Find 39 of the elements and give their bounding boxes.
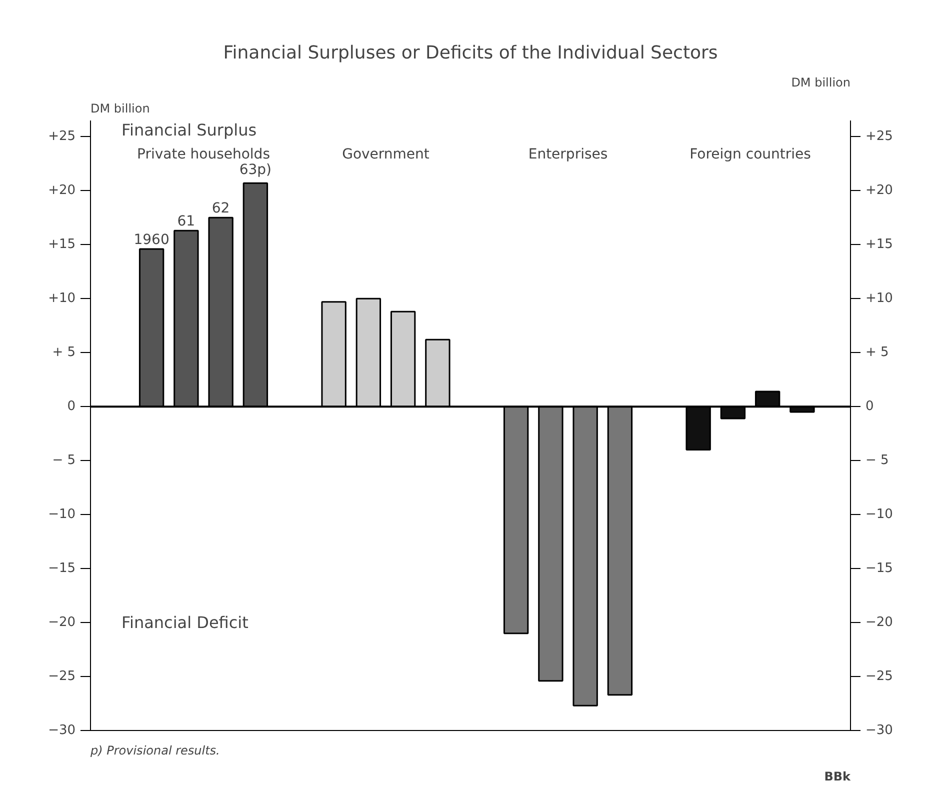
y2-tick-label: +15	[866, 237, 893, 252]
y2-tick-label: + 5	[866, 345, 889, 360]
y2-tick-label: − 5	[866, 453, 889, 468]
y-tick-label: −30	[48, 723, 76, 738]
annotation: Financial Surplus	[121, 120, 257, 140]
y2-tick-label: −15	[866, 561, 893, 576]
y2-axis-title: DM billion	[791, 76, 851, 90]
y2-tick-label: −25	[866, 669, 893, 684]
text: p) Provisional results.	[90, 744, 220, 758]
y-tick-label: +20	[48, 183, 76, 198]
x-tick-label: Foreign countries	[690, 146, 811, 162]
annotation: Financial Deficit	[121, 613, 248, 632]
y-tick-label: 0	[67, 399, 76, 414]
y-tick-label: +15	[48, 237, 76, 252]
x-tick-label: Enterprises	[528, 146, 608, 162]
chart-title: Financial Surpluses or Deficits of the Individual Sectors	[223, 42, 718, 64]
series-label: 61	[177, 214, 196, 230]
y-tick-label: −15	[48, 561, 76, 576]
series-label: 1960	[134, 232, 170, 248]
series-label: 62	[212, 200, 230, 217]
y-tick-label: − 5	[52, 453, 76, 468]
y-tick-label: +10	[48, 291, 76, 306]
x-tick-label: Government	[342, 146, 430, 162]
y2-tick-label: 0	[866, 399, 874, 414]
y2-tick-label: −10	[866, 507, 893, 522]
y2-tick-label: +25	[866, 129, 893, 144]
y2-tick-label: +10	[866, 291, 893, 306]
y-tick-label: −10	[48, 507, 76, 522]
y-tick-label: −25	[48, 669, 76, 684]
text: BBk	[824, 770, 852, 784]
y-axis-title: DM billion	[90, 102, 150, 116]
y-tick-label: + 5	[52, 345, 76, 360]
y-tick-label: +25	[48, 129, 76, 144]
y2-tick-label: −30	[866, 723, 893, 738]
x-tick-label: Private households	[137, 146, 270, 162]
series-label: 63p)	[239, 162, 272, 178]
y2-tick-label: −20	[866, 615, 893, 630]
y-tick-label: −20	[48, 615, 76, 630]
y2-tick-label: +20	[866, 183, 893, 198]
